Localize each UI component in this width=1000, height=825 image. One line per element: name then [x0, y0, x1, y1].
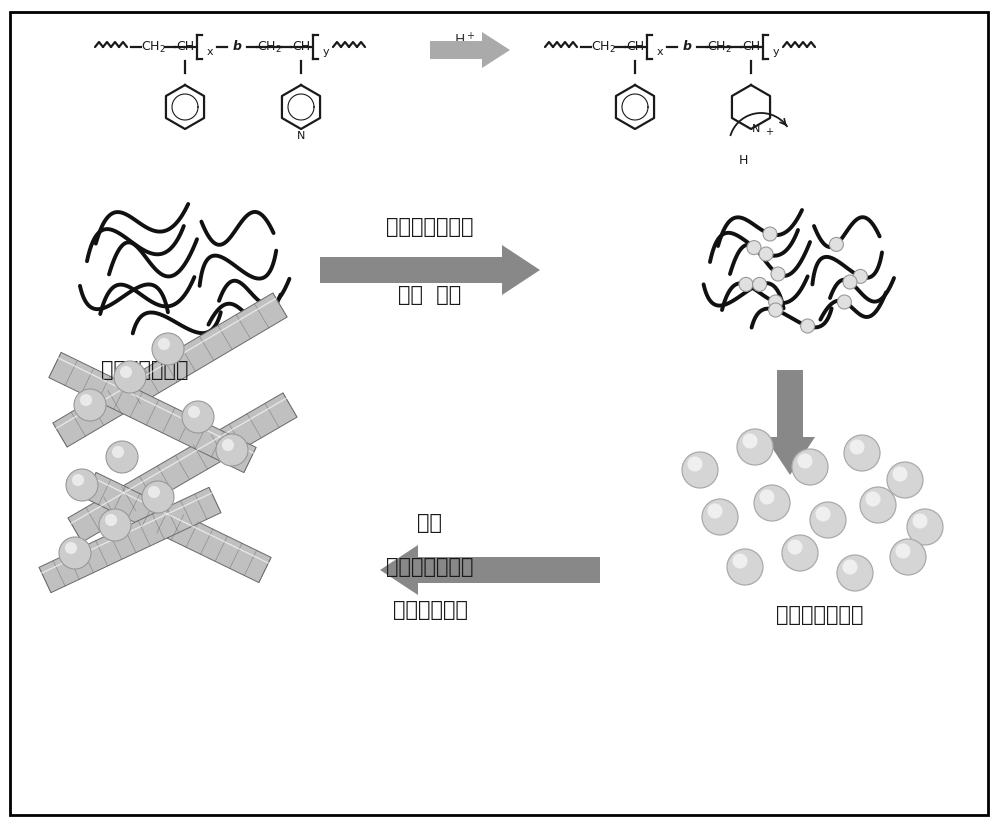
Text: 化学气相沉积: 化学气相沉积 [392, 600, 468, 620]
Polygon shape [380, 545, 600, 595]
Circle shape [747, 241, 761, 255]
Circle shape [66, 469, 98, 501]
Circle shape [739, 277, 753, 291]
Circle shape [754, 485, 790, 521]
Circle shape [216, 434, 248, 466]
Text: 低温: 低温 [418, 513, 442, 533]
Circle shape [792, 449, 828, 485]
Text: CH: CH [742, 40, 760, 54]
Text: CH: CH [176, 40, 194, 54]
Text: CH$_2$: CH$_2$ [257, 40, 281, 54]
Polygon shape [84, 473, 271, 582]
Polygon shape [68, 393, 297, 542]
Circle shape [895, 544, 911, 559]
Circle shape [892, 466, 908, 482]
Text: CH$_2$: CH$_2$ [707, 40, 731, 54]
Circle shape [72, 474, 84, 486]
Circle shape [106, 441, 138, 473]
Circle shape [682, 452, 718, 488]
Circle shape [727, 549, 763, 585]
Circle shape [759, 247, 773, 261]
Circle shape [65, 542, 77, 554]
Circle shape [707, 503, 723, 519]
Circle shape [222, 439, 234, 451]
Circle shape [890, 539, 926, 575]
Polygon shape [320, 245, 540, 295]
Circle shape [843, 275, 857, 289]
Circle shape [842, 559, 858, 574]
Circle shape [59, 537, 91, 569]
Text: H: H [738, 154, 748, 167]
Text: b: b [682, 40, 692, 54]
Circle shape [860, 487, 896, 523]
Circle shape [810, 502, 846, 538]
Circle shape [105, 514, 117, 526]
Circle shape [74, 389, 106, 421]
Text: 低温氧化和还原: 低温氧化和还原 [776, 605, 864, 625]
Text: 嵌段共聚物胶束: 嵌段共聚物胶束 [101, 360, 189, 380]
Circle shape [887, 462, 923, 498]
Circle shape [853, 270, 867, 284]
Circle shape [865, 492, 881, 507]
Circle shape [120, 366, 132, 378]
Text: x: x [657, 47, 663, 57]
Circle shape [837, 295, 851, 309]
Circle shape [80, 394, 92, 406]
Text: CH$_2$: CH$_2$ [591, 40, 615, 54]
Circle shape [763, 227, 777, 241]
Text: 旋涂  浸渍: 旋涂 浸渍 [398, 285, 462, 305]
Circle shape [142, 481, 174, 513]
Text: H$^+$: H$^+$ [454, 31, 476, 49]
Circle shape [152, 333, 184, 365]
Polygon shape [765, 370, 815, 475]
Circle shape [182, 401, 214, 433]
Circle shape [769, 303, 783, 317]
Circle shape [158, 338, 170, 350]
Text: x: x [207, 47, 213, 57]
Circle shape [849, 440, 865, 455]
Text: CH$_2$: CH$_2$ [141, 40, 165, 54]
Polygon shape [53, 293, 287, 447]
Circle shape [732, 554, 748, 568]
Circle shape [829, 238, 843, 252]
Circle shape [702, 499, 738, 535]
Circle shape [797, 454, 813, 469]
Circle shape [687, 456, 703, 472]
Polygon shape [39, 488, 221, 592]
Text: CH: CH [292, 40, 310, 54]
Text: b: b [232, 40, 242, 54]
Circle shape [815, 507, 831, 521]
Circle shape [188, 406, 200, 418]
Circle shape [753, 277, 767, 291]
Circle shape [787, 540, 803, 554]
Circle shape [837, 555, 873, 591]
Circle shape [801, 319, 815, 333]
Circle shape [912, 513, 928, 529]
Circle shape [771, 267, 785, 281]
Circle shape [742, 433, 758, 449]
Text: N: N [297, 131, 305, 141]
Circle shape [737, 429, 773, 465]
Polygon shape [49, 352, 256, 473]
Circle shape [114, 361, 146, 393]
Circle shape [759, 489, 775, 505]
Circle shape [769, 295, 783, 309]
Text: CH: CH [626, 40, 644, 54]
Text: N: N [752, 124, 760, 134]
Circle shape [112, 446, 124, 458]
Circle shape [148, 486, 160, 498]
Circle shape [844, 435, 880, 471]
Circle shape [782, 535, 818, 571]
Text: +: + [765, 127, 773, 137]
Text: y: y [773, 47, 779, 57]
Text: 低碳源、低氢气: 低碳源、低氢气 [386, 557, 474, 577]
Circle shape [907, 509, 943, 545]
Circle shape [99, 509, 131, 541]
Polygon shape [430, 32, 510, 68]
Text: y: y [323, 47, 329, 57]
Text: 化学吸附阴离子: 化学吸附阴离子 [386, 217, 474, 237]
